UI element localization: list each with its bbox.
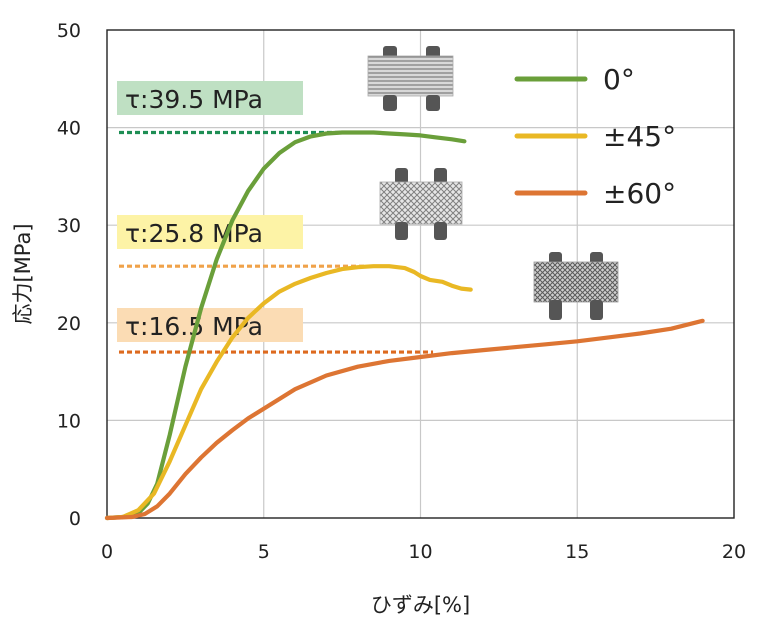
specimen-icons	[367, 46, 619, 320]
y-axis-title: 応力[MPa]	[11, 223, 35, 324]
x-tick-label: 20	[722, 541, 746, 563]
series-lines	[104, 130, 705, 521]
specimen-60deg-icon	[533, 252, 619, 320]
annotation-label: τ:39.5 MPa	[125, 85, 263, 114]
legend-label: 0°	[603, 63, 635, 96]
annotation-box	[117, 81, 303, 115]
legend: 0° ±45° ±60°	[514, 63, 676, 210]
x-axis-title: ひずみ[%]	[371, 593, 470, 617]
annotation-box	[117, 215, 303, 249]
x-tick-label: 10	[408, 541, 432, 563]
annotation-box	[117, 308, 303, 342]
y-tick-label: 0	[69, 508, 81, 530]
y-tick-label: 20	[57, 313, 81, 335]
plot-frame	[106, 29, 735, 519]
legend-label: ±60°	[603, 177, 676, 210]
series-line-1	[104, 264, 473, 521]
x-tick-label: 0	[101, 541, 113, 563]
y-tick-label: 50	[57, 20, 81, 42]
series-line-2	[104, 318, 705, 521]
annotation-label: τ:25.8 MPa	[125, 219, 263, 248]
legend-label: ±45°	[603, 120, 676, 153]
specimen-45deg-icon	[379, 168, 463, 240]
y-tick-label: 40	[57, 118, 81, 140]
axis-ticks: 0 5 10 15 20 0 10 20 30 40 50	[57, 20, 746, 563]
x-tick-label: 15	[565, 541, 589, 563]
y-tick-label: 30	[57, 215, 81, 237]
y-tick-label: 10	[57, 410, 81, 432]
x-tick-label: 5	[258, 541, 270, 563]
specimen-0deg-icon	[367, 46, 454, 111]
